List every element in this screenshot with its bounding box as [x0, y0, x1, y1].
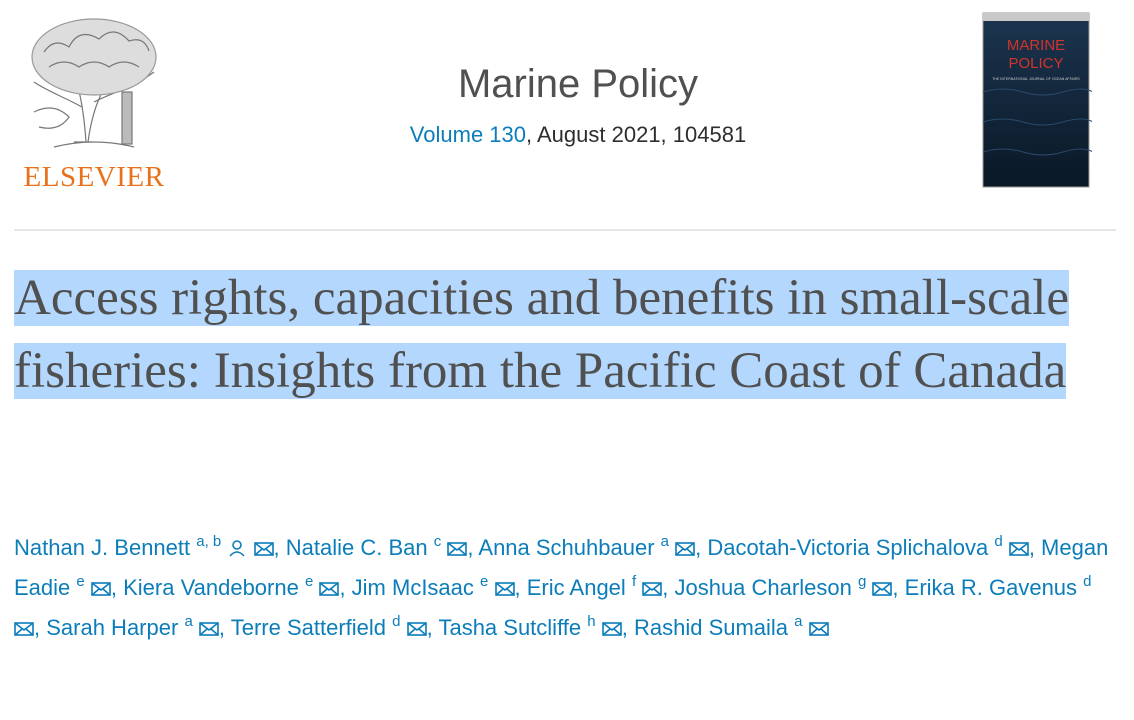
affiliation-marker: e: [76, 573, 85, 590]
author-name: Nathan J. Bennett: [14, 535, 191, 560]
author-separator: ,: [218, 615, 231, 640]
author-link[interactable]: Terre Satterfield d: [230, 613, 427, 640]
affiliation-marker: a, b: [196, 533, 222, 550]
affiliation-marker: e: [304, 573, 314, 590]
author-separator: ,: [662, 575, 675, 600]
author-separator: ,: [695, 535, 708, 560]
author-separator: ,: [34, 615, 47, 640]
journal-header: Marine Policy Volume 130, August 2021, 1…: [300, 58, 856, 148]
author-link[interactable]: Kiera Vandeborne e: [123, 573, 340, 600]
author-link[interactable]: Sarah Harper a: [46, 613, 219, 640]
publisher-name: ELSEVIER: [24, 161, 165, 192]
publisher-logo[interactable]: ELSEVIER: [14, 12, 174, 192]
cover-title: MARINE: [1007, 37, 1065, 54]
author-link[interactable]: Anna Schuhbauer a: [478, 533, 695, 560]
affiliation-marker: f: [631, 573, 637, 590]
author-link[interactable]: Natalie C. Ban c: [285, 533, 468, 560]
author-link[interactable]: Nathan J. Bennett a, b: [14, 533, 274, 560]
author-name: Natalie C. Ban: [285, 535, 428, 560]
email-icon[interactable]: [1009, 541, 1029, 557]
affiliation-marker: a: [660, 533, 669, 550]
author-link[interactable]: Dacotah-Victoria Splichalova d: [707, 533, 1029, 560]
author-name: Dacotah-Victoria Splichalova: [707, 535, 989, 560]
affiliation-marker: c: [433, 533, 442, 550]
email-icon[interactable]: [675, 541, 695, 557]
affiliation-marker: g: [857, 573, 867, 590]
email-icon[interactable]: [872, 581, 893, 597]
email-icon[interactable]: [253, 541, 274, 557]
cover-title: POLICY: [1008, 55, 1063, 72]
affiliation-marker: h: [587, 613, 596, 630]
author-name: Anna Schuhbauer: [478, 535, 655, 560]
email-icon[interactable]: [319, 581, 340, 597]
author-name: Tasha Sutcliffe: [438, 615, 582, 640]
affiliation-marker: a: [794, 613, 803, 630]
author-name: Joshua Charleson: [674, 575, 852, 600]
author-separator: ,: [467, 535, 479, 560]
divider: [14, 229, 1116, 231]
corresponding-icon[interactable]: [227, 539, 247, 557]
cover-subtitle: THE INTERNATIONAL JOURNAL OF OCEAN AFFAI…: [992, 77, 1080, 81]
author-name: Rashid Sumaila: [633, 615, 789, 640]
author-separator: ,: [339, 575, 352, 600]
volume-link[interactable]: Volume 130: [409, 122, 526, 147]
email-icon[interactable]: [199, 621, 219, 637]
email-icon[interactable]: [808, 621, 829, 637]
author-separator: ,: [273, 535, 286, 560]
author-link[interactable]: Erika R. Gavenus d: [14, 573, 1098, 640]
author-link[interactable]: Joshua Charleson g: [674, 573, 893, 600]
author-name: Megan Eadie: [14, 535, 1109, 600]
affiliation-marker: a: [184, 613, 193, 630]
affiliation-marker: d: [994, 533, 1003, 550]
email-icon[interactable]: [447, 541, 468, 557]
affiliation-marker: d: [1083, 573, 1092, 590]
author-separator: ,: [1028, 535, 1042, 560]
author-list: Nathan J. Bennett a, b , Natalie C. Ban …: [14, 528, 1114, 648]
issue-info: , August 2021, 104581: [526, 122, 747, 147]
author-link[interactable]: Eric Angel f: [526, 573, 663, 600]
journal-title[interactable]: Marine Policy: [457, 62, 699, 106]
author-separator: ,: [426, 615, 439, 640]
journal-info: Volume 130, August 2021, 104581: [300, 122, 856, 148]
author-name: Erika R. Gavenus: [904, 575, 1078, 600]
author-link[interactable]: Jim McIsaac e: [351, 573, 515, 600]
author-link[interactable]: Megan Eadie e: [14, 535, 1108, 600]
email-icon[interactable]: [494, 581, 515, 597]
author-separator: ,: [514, 575, 527, 600]
author-link[interactable]: Rashid Sumaila a: [633, 613, 829, 640]
email-icon[interactable]: [642, 581, 663, 597]
author-name: Kiera Vandeborne: [123, 575, 299, 600]
affiliation-marker: d: [392, 613, 401, 630]
email-icon[interactable]: [14, 621, 34, 637]
author-separator: ,: [621, 615, 634, 640]
journal-cover[interactable]: MARINE POLICY THE INTERNATIONAL JOURNAL …: [982, 12, 1092, 190]
author-name: Sarah Harper: [46, 615, 179, 640]
author-name: Eric Angel: [526, 575, 626, 600]
article-title: Access rights, capacities and benefits i…: [14, 262, 1124, 408]
title-highlight: Access rights, capacities and benefits i…: [14, 270, 1070, 399]
author-separator: ,: [110, 575, 124, 600]
author-name: Terre Satterfield: [230, 615, 387, 640]
email-icon[interactable]: [601, 621, 622, 637]
email-icon[interactable]: [91, 581, 111, 597]
author-name: Jim McIsaac: [351, 575, 474, 600]
author-link[interactable]: Tasha Sutcliffe h: [438, 613, 622, 640]
author-separator: ,: [892, 575, 905, 600]
affiliation-marker: e: [480, 573, 489, 590]
email-icon[interactable]: [406, 621, 427, 637]
